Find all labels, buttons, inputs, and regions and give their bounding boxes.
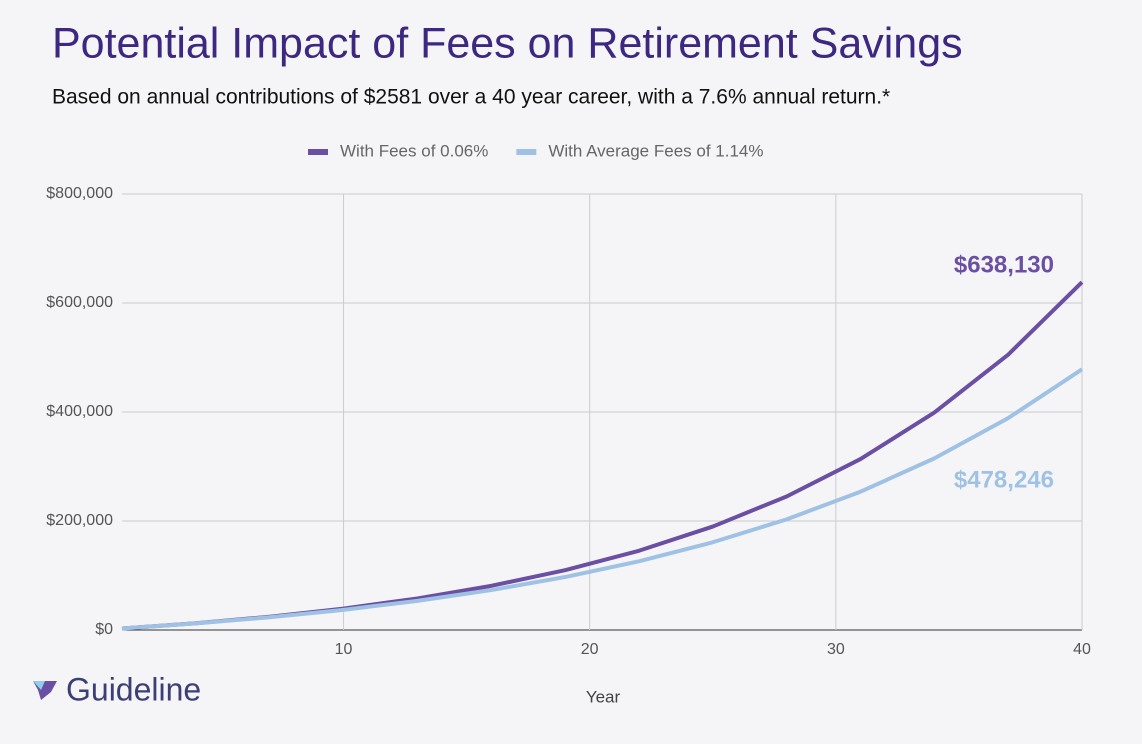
x-axis-label: Year bbox=[586, 687, 621, 706]
x-tick-label: 40 bbox=[1073, 641, 1091, 658]
legend-swatch bbox=[308, 149, 328, 155]
x-tick-label: 20 bbox=[581, 641, 599, 658]
legend-swatch bbox=[516, 149, 537, 155]
logo-text: Guideline bbox=[66, 671, 201, 707]
chart-title: Potential Impact of Fees on Retirement S… bbox=[52, 19, 963, 67]
series-line bbox=[121, 367, 1084, 631]
data-label: $478,246 bbox=[954, 467, 1054, 494]
x-tick-label: 30 bbox=[827, 641, 845, 658]
x-tick-label: 10 bbox=[335, 641, 353, 658]
legend-label: With Average Fees of 1.14% bbox=[548, 141, 763, 160]
logo-icon-accent bbox=[33, 681, 45, 690]
chart-subtitle: Based on annual contributions of $2581 o… bbox=[52, 86, 890, 109]
y-tick-label: $400,000 bbox=[46, 403, 113, 420]
y-tick-label: $0 bbox=[95, 621, 113, 638]
legend-label: With Fees of 0.06% bbox=[340, 141, 488, 160]
y-tick-label: $200,000 bbox=[46, 512, 113, 529]
data-label: $638,130 bbox=[954, 252, 1054, 279]
logo: Guideline bbox=[33, 671, 201, 707]
y-tick-label: $800,000 bbox=[46, 185, 113, 202]
y-tick-label: $600,000 bbox=[46, 294, 113, 311]
